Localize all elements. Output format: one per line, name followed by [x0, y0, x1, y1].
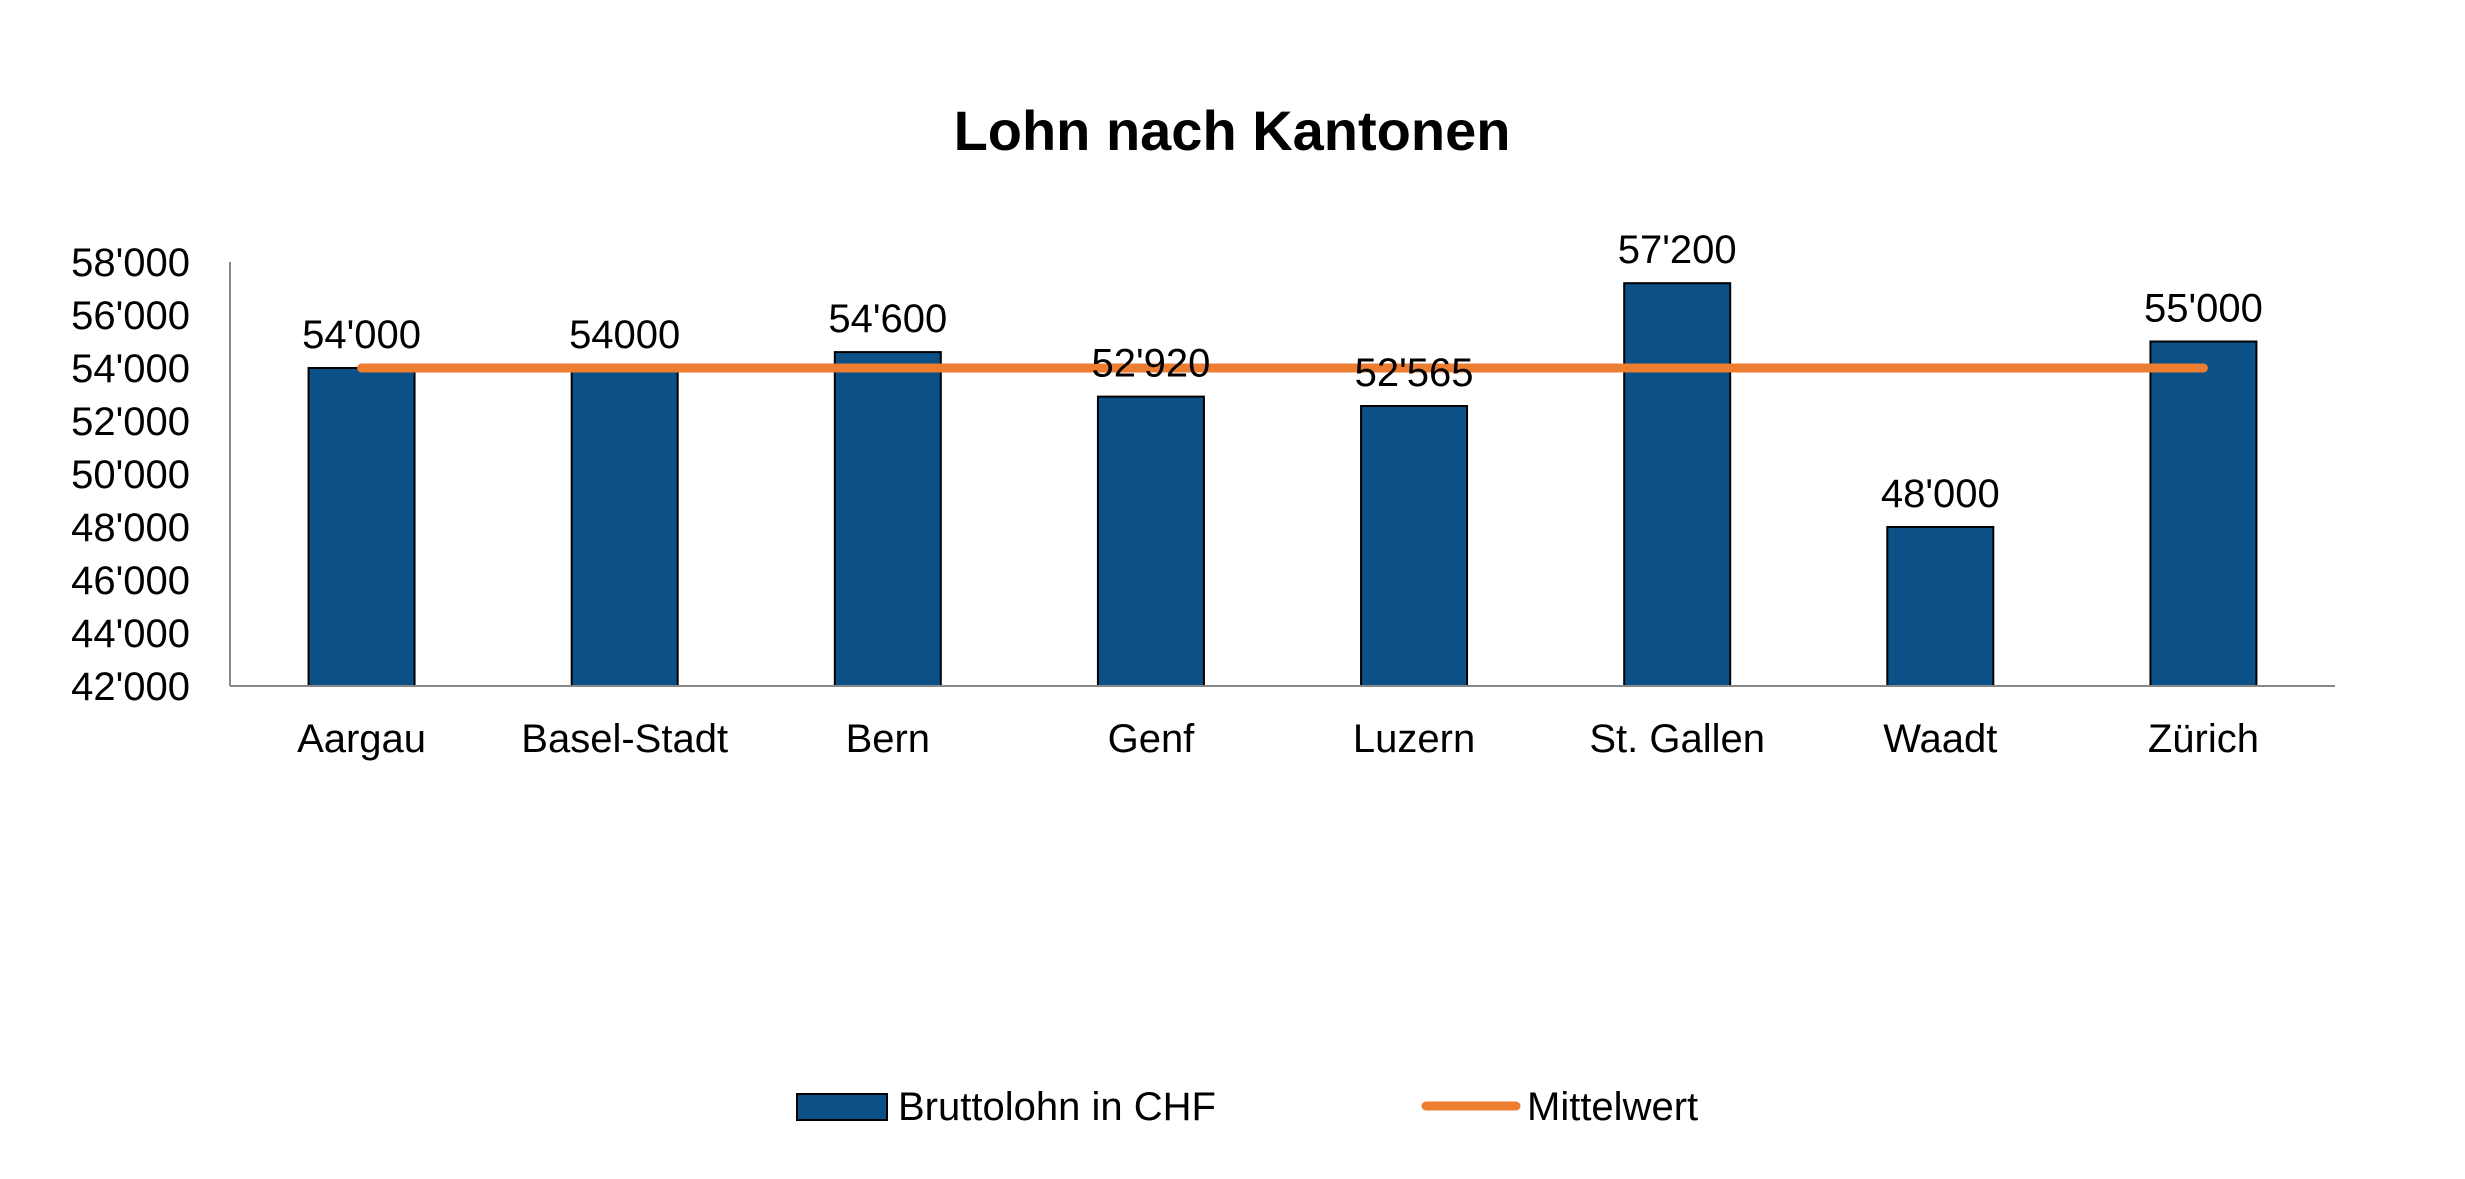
legend-swatch-bar: [796, 1093, 888, 1121]
data-label: 52'565: [1355, 351, 1474, 395]
x-tick-label: St. Gallen: [1589, 717, 1765, 761]
x-tick-label: Aargau: [297, 717, 426, 761]
bar: [1360, 405, 1469, 687]
y-tick-label: 52'000: [71, 400, 190, 444]
bar: [2149, 340, 2258, 687]
data-label: 54000: [569, 313, 680, 357]
data-label: 54'600: [828, 297, 947, 341]
data-label: 48'000: [1881, 472, 2000, 516]
y-tick-label: 56'000: [71, 294, 190, 338]
x-tick-label: Waadt: [1883, 717, 1997, 761]
bar: [1623, 282, 1732, 687]
x-tick-label: Basel-Stadt: [521, 717, 728, 761]
x-tick-label: Bern: [846, 717, 931, 761]
x-tick-label: Zürich: [2148, 717, 2259, 761]
legend-label-line: Mittelwert: [1527, 1085, 1698, 1129]
bar: [570, 367, 679, 687]
data-label: 54'000: [302, 313, 421, 357]
x-axis: Aargau Basel-Stadt Bern Genf Luzern St. Galle…: [230, 685, 2335, 761]
data-label: 57'200: [1618, 228, 1737, 272]
y-tick-label: 50'000: [71, 453, 190, 497]
bar: [307, 367, 416, 687]
y-tick-label: 46'000: [71, 559, 190, 603]
y-axis: 42'000 44'000 46'000 48'000 50'000 52'000 54'0…: [71, 241, 231, 709]
x-tick-label: Luzern: [1353, 717, 1475, 761]
legend-label-bar: Bruttolohn in CHF: [898, 1085, 1216, 1129]
y-tick-label: 54'000: [71, 347, 190, 391]
bar-series: [307, 282, 2258, 687]
legend: Bruttolohn in CHF Mittelwert: [796, 1085, 1698, 1129]
bar: [1096, 395, 1205, 687]
y-tick-label: 42'000: [71, 665, 190, 709]
bar: [1886, 526, 1995, 687]
data-label: 52'920: [1092, 342, 1211, 386]
y-tick-label: 48'000: [71, 506, 190, 550]
data-label: 55'000: [2144, 287, 2263, 331]
x-tick-label: Genf: [1108, 717, 1196, 761]
y-tick-label: 58'000: [71, 241, 190, 285]
bar: [833, 351, 942, 687]
y-tick-label: 44'000: [71, 612, 190, 656]
data-labels: 54'000 54000 54'600 52'920 52'565 57'200 48'00…: [302, 228, 2263, 516]
chart-title: Lohn nach Kantonen: [954, 99, 1511, 162]
